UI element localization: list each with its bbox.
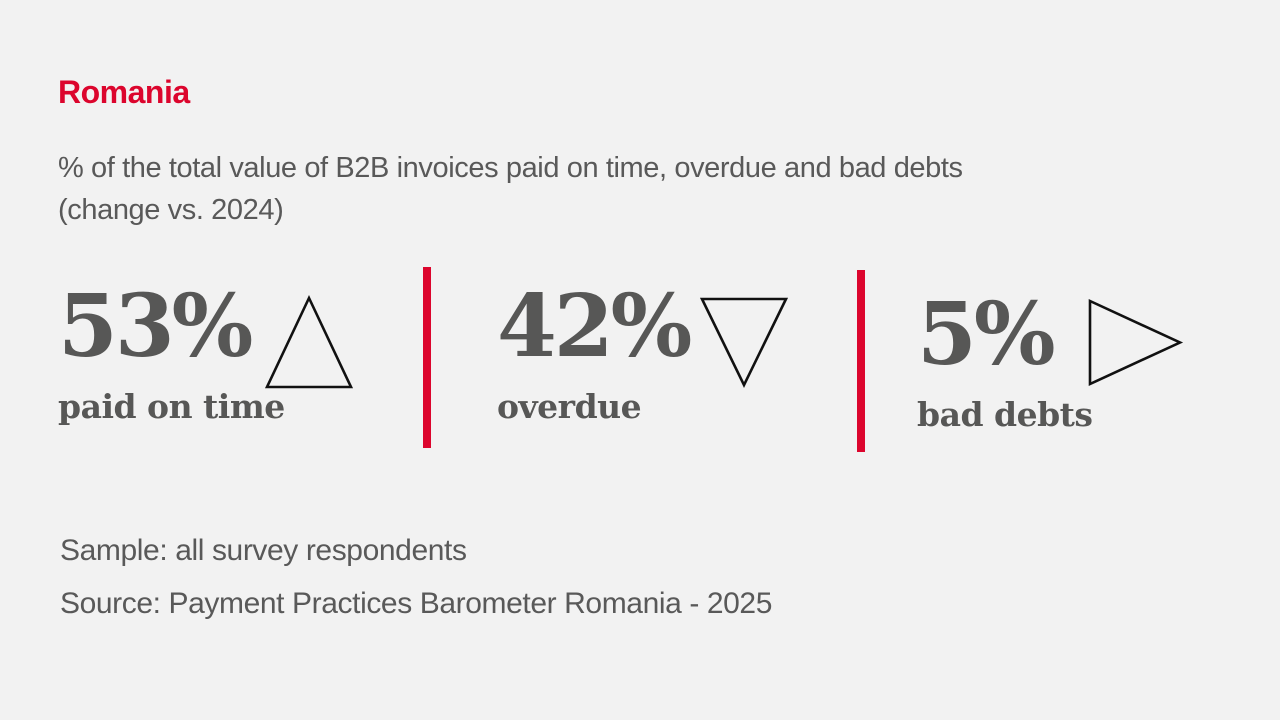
triangle-up-icon — [264, 294, 354, 395]
stat-label: bad debts — [917, 395, 1093, 434]
stat-paid-on-time: 53% paid on time — [58, 283, 285, 425]
stat-label: overdue — [497, 387, 642, 426]
stat-value: 42% — [497, 276, 692, 377]
stat-value: 5% — [917, 284, 1056, 385]
chart-subtitle-line1: % of the total value of B2B invoices pai… — [58, 152, 963, 184]
triangle-down-icon — [698, 296, 790, 394]
sample-note: Sample: all survey respondents — [60, 534, 467, 567]
stat-label: paid on time — [58, 387, 285, 426]
source-note: Source: Payment Practices Barometer Roma… — [60, 587, 772, 620]
triangle-right-icon — [1086, 298, 1184, 392]
red-divider — [857, 270, 865, 452]
stat-overdue: 42% overdue — [497, 276, 692, 426]
chart-subtitle: % of the total value of B2B invoices pai… — [58, 147, 1208, 231]
stat-bad-debts: 5% bad debts — [917, 291, 1093, 433]
red-divider — [423, 267, 431, 448]
chart-subtitle-line2: (change vs. 2024) — [58, 194, 284, 226]
page-title: Romania — [58, 74, 190, 110]
stat-value: 53% — [58, 276, 253, 377]
